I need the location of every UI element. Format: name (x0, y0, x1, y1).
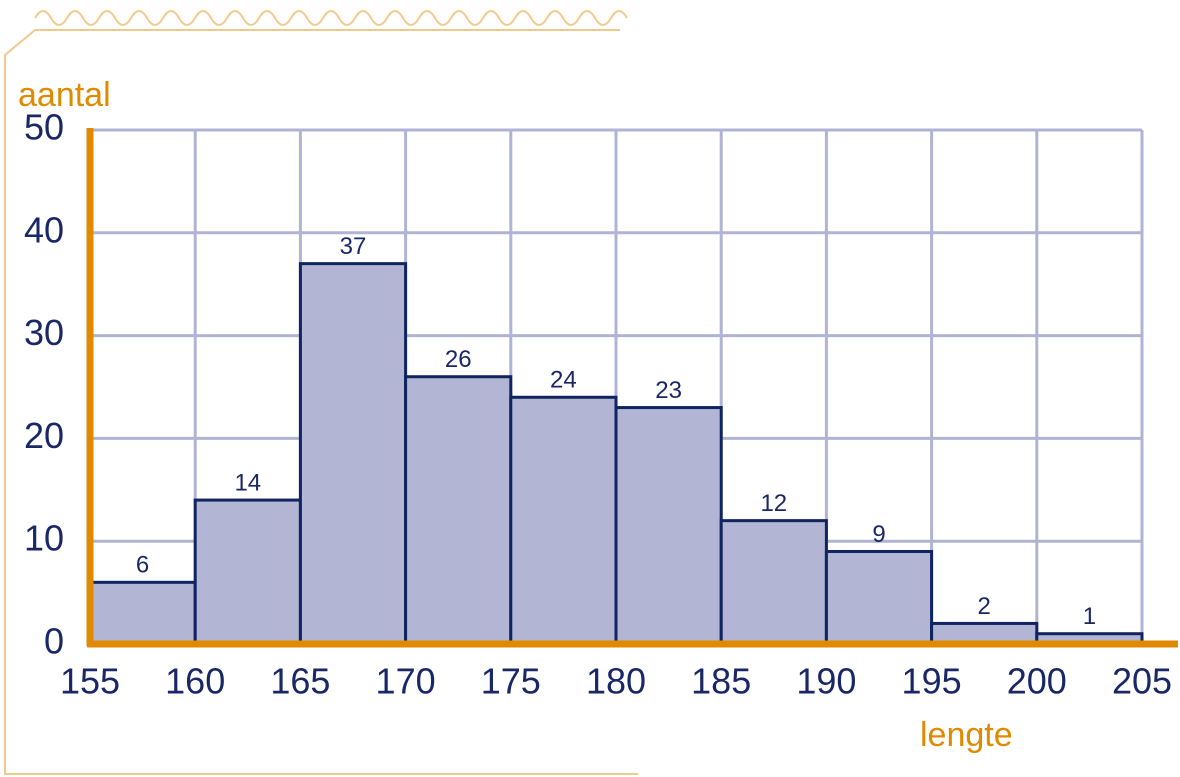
x-tick-label: 155 (60, 661, 120, 702)
x-tick-label: 175 (481, 661, 541, 702)
value-label: 37 (340, 233, 367, 260)
value-label: 14 (234, 469, 261, 496)
x-tick-label: 200 (1007, 661, 1067, 702)
value-label: 6 (136, 552, 149, 579)
x-tick-label: 160 (165, 661, 225, 702)
value-label: 23 (655, 377, 682, 404)
y-tick-label: 0 (44, 621, 64, 662)
y-axis-label: aantal (18, 76, 111, 114)
value-label: 12 (760, 490, 787, 517)
y-tick-label: 50 (24, 107, 64, 148)
value-label: 2 (978, 593, 991, 620)
y-tick-label: 30 (24, 312, 64, 353)
x-tick-label: 165 (270, 661, 330, 702)
x-tick-label: 180 (586, 661, 646, 702)
x-tick-label: 185 (691, 661, 751, 702)
x-tick-label: 190 (796, 661, 856, 702)
x-tick-label: 170 (376, 661, 436, 702)
notebook-decoration (4, 10, 638, 775)
value-label: 24 (550, 367, 577, 394)
value-label: 1 (1083, 603, 1096, 630)
bar (193, 498, 302, 646)
bar (298, 262, 408, 646)
x-tick-label: 205 (1112, 661, 1172, 702)
value-label: 9 (872, 521, 885, 548)
bar (88, 580, 197, 646)
bar (509, 395, 618, 646)
bar (719, 519, 828, 646)
x-axis-label: lengte (920, 716, 1013, 754)
x-tick-label: 195 (902, 661, 962, 702)
y-tick-label: 20 (24, 415, 64, 456)
y-tick-label: 40 (24, 209, 64, 250)
value-label: 26 (445, 346, 472, 373)
y-tick-label: 10 (24, 518, 64, 559)
bar (404, 375, 513, 646)
bar (614, 406, 723, 646)
bar (824, 549, 934, 646)
